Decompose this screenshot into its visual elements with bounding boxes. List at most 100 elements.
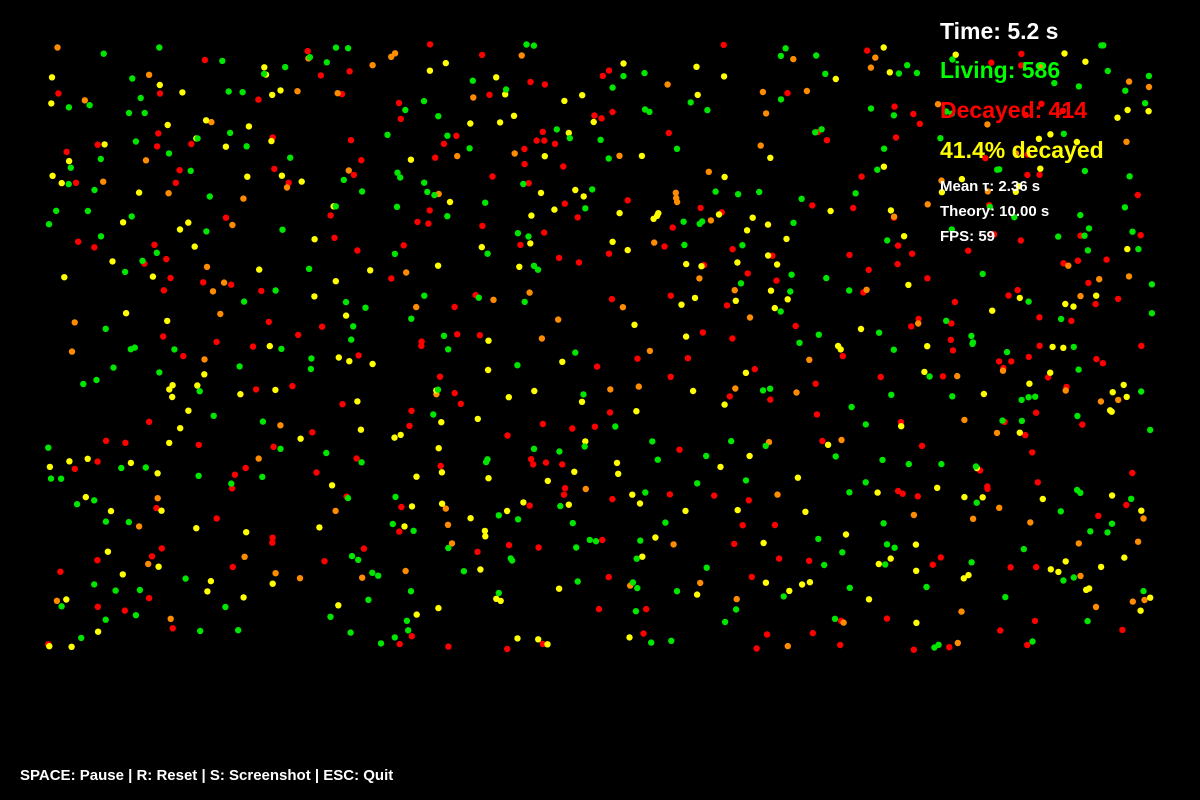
recent-particle [185,407,192,414]
recent-particle [467,120,474,127]
decayed-particle [476,332,483,339]
recent-particle [636,500,644,507]
living-particle [1084,617,1091,625]
living-particle [1128,495,1135,502]
recent-particle [886,69,893,76]
living-particle [1074,412,1081,420]
decayed-particle [599,536,606,544]
aging-particle [1125,78,1133,85]
recent-particle [66,458,73,465]
aging-particle [757,142,764,149]
living-particle [574,578,581,585]
aging-particle [1096,276,1103,283]
living-particle [407,588,415,595]
decayed-particle [269,534,276,541]
recent-particle [742,369,750,376]
living-particle [777,96,785,103]
decayed-particle [71,465,79,473]
living-particle [342,298,350,306]
aging-particle [910,511,918,519]
decayed-particle [122,439,129,446]
particle-field [45,41,1156,653]
decayed-particle [271,165,278,173]
decayed-particle [457,400,464,407]
living-particle [999,417,1006,424]
decayed-particle [397,115,404,123]
decayed-particle [744,270,751,277]
living-particle [484,250,491,257]
recent-particle [477,566,484,573]
decayed-particle [606,409,614,416]
living-particle [862,479,869,486]
living-particle [460,568,468,575]
living-particle [972,463,980,470]
decayed-particle [699,329,707,336]
recent-particle [48,100,55,107]
decayed-particle [398,503,405,511]
decayed-particle [624,197,631,204]
aging-particle [619,304,627,311]
living-particle [782,45,789,52]
decayed-particle [858,173,865,180]
decayed-particle [169,625,176,632]
living-particle [308,355,315,362]
recent-particle [638,152,646,160]
time-readout: Time: 5.2 s [940,18,1059,44]
recent-particle [497,597,504,605]
recent-particle [245,123,253,130]
living-particle [949,393,956,400]
aging-particle [518,52,525,59]
aging-particle [863,286,870,293]
living-particle [97,233,105,240]
aging-particle [697,579,704,587]
living-particle [327,613,334,620]
decayed-particle [1036,342,1043,349]
living-particle [1126,173,1133,180]
living-particle [110,364,117,371]
living-particle [282,63,289,71]
living-particle [530,262,538,269]
recent-particle [1093,292,1100,299]
decayed-particle [231,471,239,478]
decayed-particle [605,67,613,74]
decayed-particle [864,47,871,54]
recent-particle [773,261,781,268]
living-particle [1077,211,1084,219]
decayed-particle [899,490,906,497]
recent-particle [1047,566,1055,573]
decayed-particle [908,323,915,330]
recent-particle [639,553,646,560]
decayed-particle [121,607,128,614]
aging-particle [240,195,247,202]
recent-particle [467,515,474,522]
theory-lifetime: Theory: 10.00 s [940,203,1050,220]
decayed-particle [1093,355,1100,363]
recent-particle [407,156,415,163]
living-particle [165,150,173,157]
living-particle [156,369,163,376]
living-particle [979,270,986,278]
living-particle [703,452,710,460]
living-particle [305,265,313,272]
living-particle [642,489,649,496]
recent-particle [413,473,420,480]
aging-particle [673,198,681,206]
recent-particle [49,172,56,179]
aging-particle [793,389,800,396]
recent-particle [1114,114,1121,121]
living-particle [91,497,98,504]
decayed-particle [200,279,207,286]
aging-particle [272,570,279,577]
recent-particle [693,63,700,70]
aging-particle [1140,515,1147,522]
aging-particle [511,150,518,157]
aging-particle [100,178,107,185]
living-particle [1060,577,1067,584]
living-particle [287,154,294,161]
mean-lifetime: Mean τ: 2.36 s [940,178,1041,195]
decayed-particle [984,485,991,492]
recent-particle [631,321,638,328]
living-particle [278,345,285,353]
decayed-particle [489,173,496,180]
